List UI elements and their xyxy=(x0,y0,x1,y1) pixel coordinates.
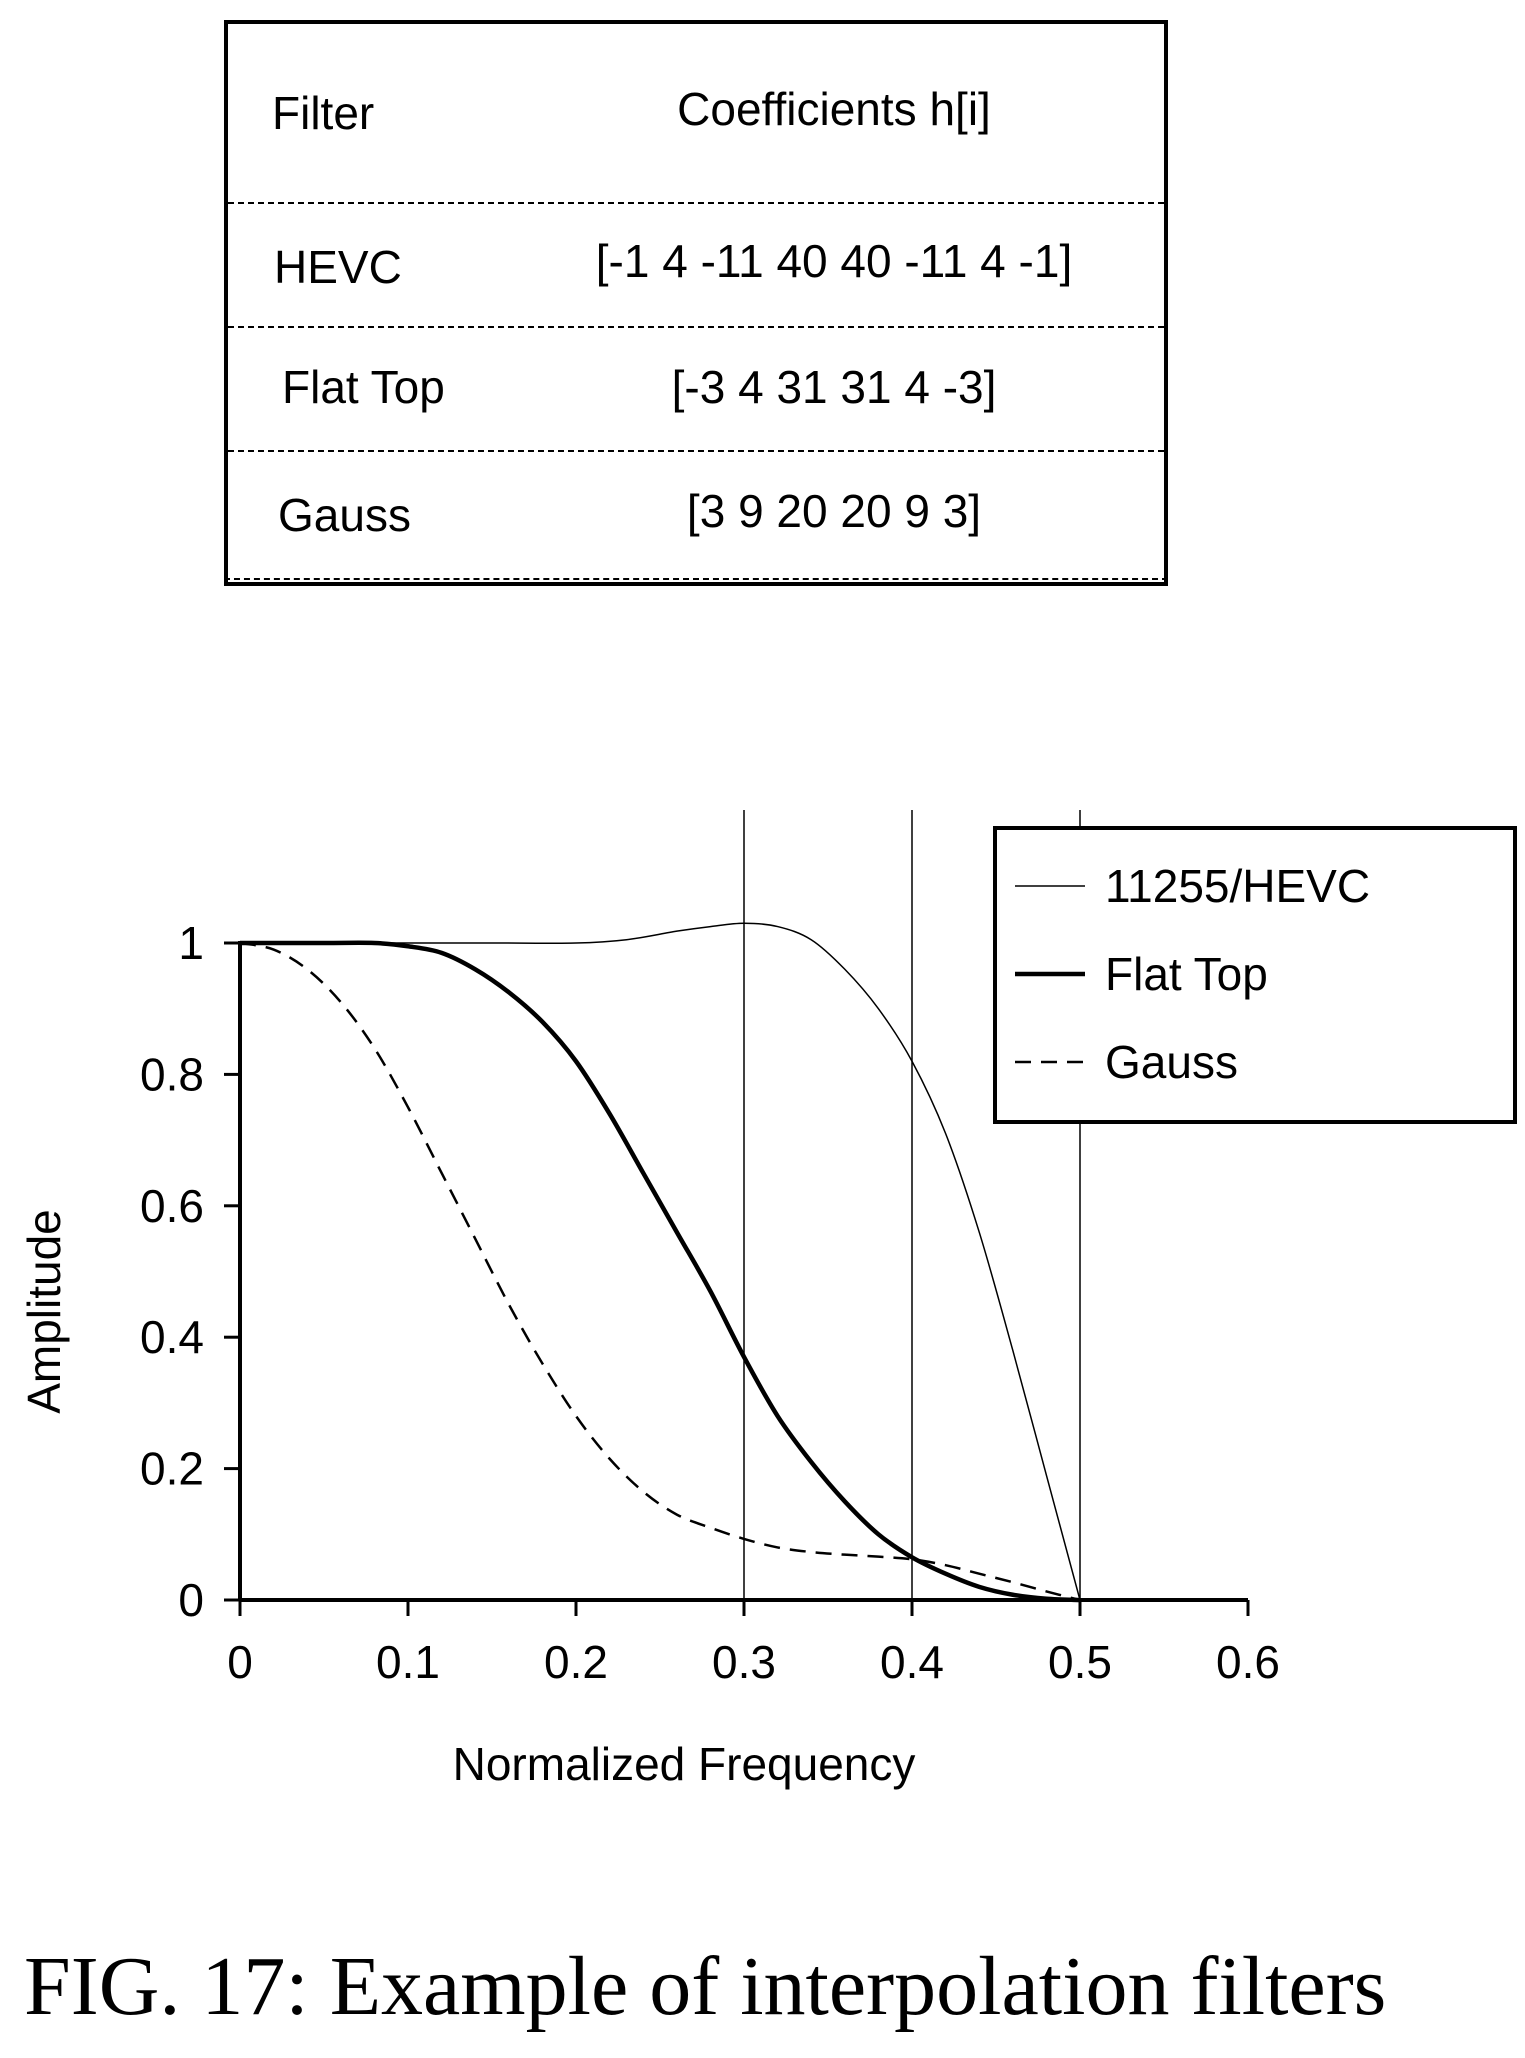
x-axis-label: Normalized Frequency xyxy=(453,1738,916,1790)
row-filter-name: Gauss xyxy=(278,489,411,541)
y-axis-label: Amplitude xyxy=(18,1209,70,1414)
figure-caption: FIG. 17: Example of interpolation filter… xyxy=(24,1940,1387,2033)
header-coefficients: Coefficients h[i] xyxy=(677,83,991,135)
x-tick-label: 0.6 xyxy=(1216,1636,1280,1688)
legend-label: Gauss xyxy=(1105,1036,1238,1088)
y-tick-label: 0.8 xyxy=(140,1048,204,1100)
x-tick-label: 0.3 xyxy=(712,1636,776,1688)
table-row: HEVC [-1 4 -11 40 40 -11 4 -1] xyxy=(228,204,1164,328)
series-line-gauss xyxy=(239,941,1081,1602)
series-line-flat-top xyxy=(240,940,1081,1603)
table-row: Flat Top [-3 4 31 31 4 -3] xyxy=(228,328,1164,452)
row-coefficients: [-3 4 31 31 4 -3] xyxy=(671,361,997,413)
axes: 0 0.1 0.2 0.3 0.4 0.5 0.6 0 0.2 0.4 0.6 0.8 1 xyxy=(140,917,1280,1688)
legend-label: 11255/HEVC xyxy=(1105,860,1370,912)
header-filter: Filter xyxy=(272,87,375,139)
table-row: Gauss [3 9 20 20 9 3] xyxy=(228,452,1164,582)
y-tick-label: 0.2 xyxy=(140,1443,204,1495)
x-tick-label: 0.4 xyxy=(880,1636,944,1688)
y-tick-label: 0.6 xyxy=(140,1180,204,1232)
x-tick-label: 0 xyxy=(227,1636,253,1688)
x-tick-label: 0.1 xyxy=(376,1636,440,1688)
x-tick-label: 0.5 xyxy=(1048,1636,1112,1688)
row-filter-name: Flat Top xyxy=(282,361,445,413)
coefficient-table: Filter Coefficients h[i] HEVC [-1 4 -11 … xyxy=(224,20,1168,586)
table-header-row: Filter Coefficients h[i] xyxy=(228,24,1164,204)
table-bottom-border xyxy=(224,578,1168,586)
y-tick-label: 1 xyxy=(178,917,204,969)
series-line-11255-hevc xyxy=(240,922,1081,1601)
series-lines xyxy=(239,922,1081,1603)
y-tick-label: 0 xyxy=(178,1574,204,1626)
legend: 11255/HEVC Flat Top Gauss xyxy=(993,826,1517,1124)
row-coefficients: [3 9 20 20 9 3] xyxy=(686,485,982,537)
row-coefficients: [-1 4 -11 40 40 -11 4 -1] xyxy=(595,235,1073,287)
amplitude-chart: 0 0.1 0.2 0.3 0.4 0.5 0.6 0 0.2 0.4 0.6 0.8 1 11255/… xyxy=(18,810,1517,1790)
row-filter-name: HEVC xyxy=(274,241,402,293)
x-tick-label: 0.2 xyxy=(544,1636,608,1688)
y-tick-label: 0.4 xyxy=(140,1311,204,1363)
legend-label: Flat Top xyxy=(1105,948,1268,1000)
